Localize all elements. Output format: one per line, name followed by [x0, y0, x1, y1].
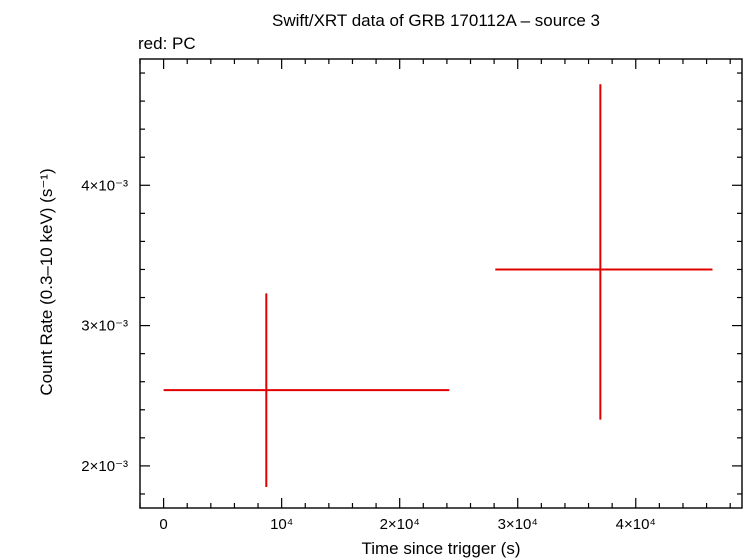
- chart-title: Swift/XRT data of GRB 170112A – source 3: [272, 11, 600, 30]
- y-tick-label: 2×10⁻³: [81, 458, 128, 475]
- x-axis-label: Time since trigger (s): [361, 539, 520, 558]
- y-tick-label: 3×10⁻³: [81, 318, 128, 335]
- y-axis-ticks: 2×10⁻³ 3×10⁻³ 4×10⁻³: [81, 72, 742, 495]
- x-tick-label: 3×10⁴: [498, 516, 538, 533]
- plot-frame: [139, 58, 743, 509]
- x-tick-label: 10⁴: [270, 516, 293, 533]
- x-tick-label: 2×10⁴: [380, 516, 420, 533]
- x-axis-ticks: 0 10⁴ 2×10⁴ 3×10⁴ 4×10⁴: [139, 59, 731, 533]
- data-series: [163, 84, 713, 487]
- x-tick-label: 4×10⁴: [616, 516, 656, 533]
- data-point: [163, 293, 450, 487]
- data-point: [495, 84, 713, 420]
- x-tick-label: 0: [159, 516, 167, 533]
- y-tick-label: 4×10⁻³: [81, 177, 128, 194]
- chart-subtitle: red: PC: [138, 34, 196, 53]
- y-axis-label: Count Rate (0.3–10 keV) (s⁻¹): [37, 168, 56, 395]
